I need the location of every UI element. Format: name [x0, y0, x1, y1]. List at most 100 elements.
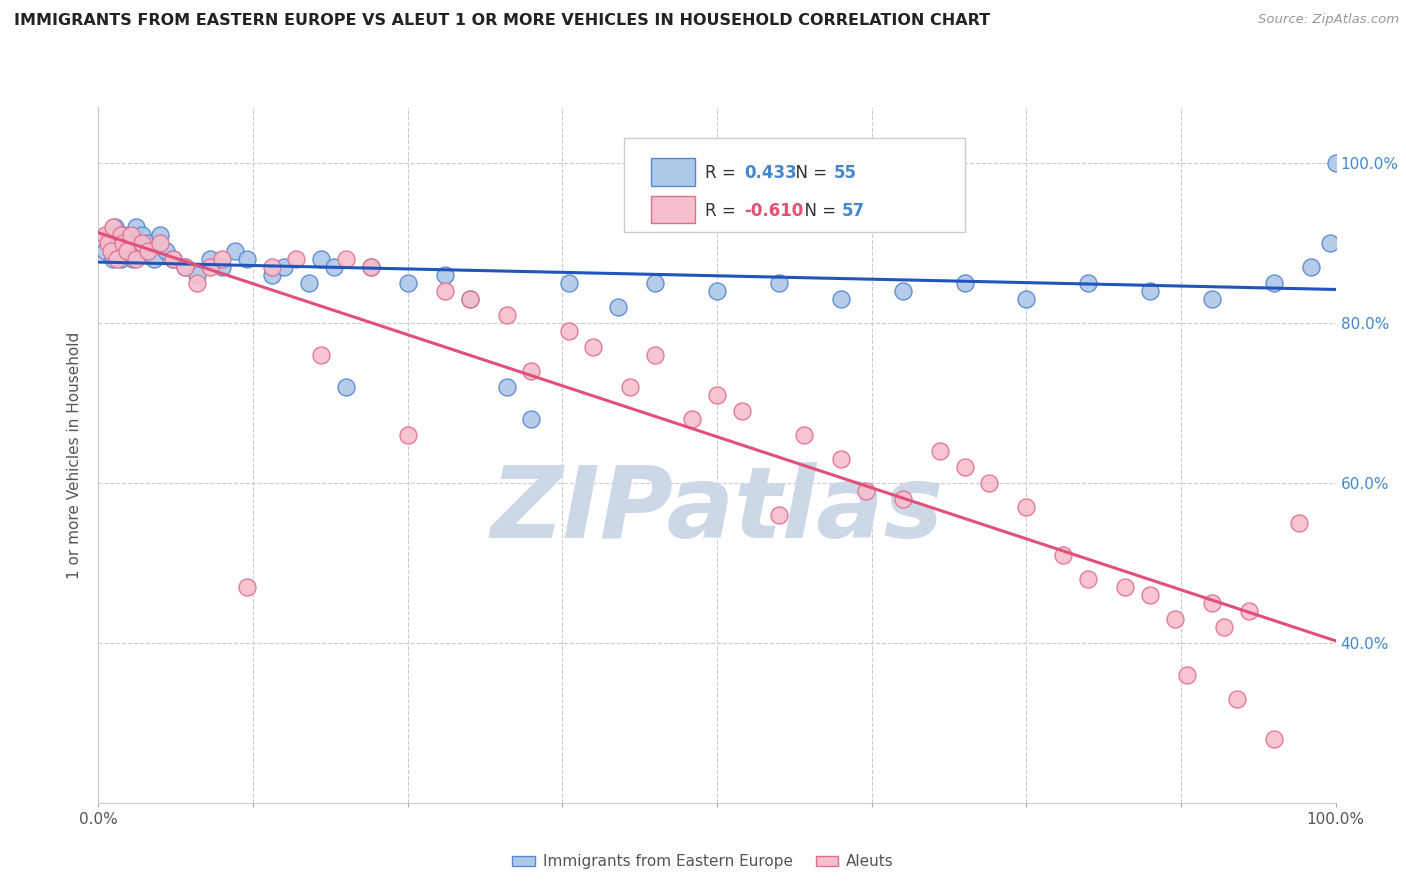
Text: 55: 55 [834, 164, 856, 182]
Point [97, 235, 120, 250]
Point [433, 268, 456, 282]
Point [108, 235, 131, 250]
Point [134, 244, 156, 258]
Point [768, 276, 790, 290]
Text: Source: ZipAtlas.com: Source: ZipAtlas.com [1258, 13, 1399, 27]
Point [768, 508, 790, 522]
Point [198, 252, 221, 266]
Point [127, 235, 149, 250]
Point [928, 444, 950, 458]
Point [149, 235, 172, 250]
Point [118, 235, 141, 250]
Point [360, 260, 382, 274]
Point [103, 219, 125, 234]
Point [224, 244, 246, 258]
Point [433, 284, 456, 298]
Point [1213, 620, 1236, 634]
Point [830, 451, 852, 466]
Point [211, 260, 233, 274]
Point [793, 428, 815, 442]
Point [97, 227, 120, 242]
Point [396, 276, 419, 290]
Text: -0.610: -0.610 [744, 202, 804, 220]
Point [1164, 612, 1187, 626]
FancyBboxPatch shape [651, 195, 695, 223]
Point [100, 235, 122, 250]
Point [309, 252, 332, 266]
Point [1324, 156, 1347, 170]
Point [335, 380, 357, 394]
Text: 0.433: 0.433 [744, 164, 797, 182]
Point [122, 252, 145, 266]
Point [979, 475, 1001, 490]
Point [309, 348, 332, 362]
Point [1139, 588, 1161, 602]
Point [953, 459, 976, 474]
Point [1114, 580, 1136, 594]
Point [396, 428, 419, 442]
Point [520, 364, 543, 378]
Point [1015, 292, 1038, 306]
Point [495, 308, 517, 322]
Point [1052, 548, 1074, 562]
Point [186, 276, 208, 290]
Point [1263, 731, 1285, 746]
Point [236, 580, 259, 594]
Point [155, 244, 177, 258]
Point [1237, 604, 1260, 618]
Point [1077, 276, 1099, 290]
Point [93, 244, 115, 258]
Point [124, 252, 146, 266]
Text: R =: R = [704, 164, 741, 182]
Point [162, 252, 184, 266]
Point [1201, 292, 1223, 306]
Point [298, 276, 321, 290]
Point [891, 284, 914, 298]
Point [198, 260, 221, 274]
Point [706, 284, 728, 298]
Point [162, 252, 184, 266]
Point [1077, 572, 1099, 586]
Point [260, 260, 283, 274]
Point [120, 227, 142, 242]
Point [335, 252, 357, 266]
Point [103, 252, 125, 266]
Point [495, 380, 517, 394]
Point [855, 483, 877, 498]
Point [100, 244, 122, 258]
Point [105, 227, 128, 242]
FancyBboxPatch shape [624, 138, 965, 232]
Point [830, 292, 852, 306]
Point [131, 227, 153, 242]
Legend: Immigrants from Eastern Europe, Aleuts: Immigrants from Eastern Europe, Aleuts [506, 848, 900, 875]
Point [644, 276, 666, 290]
Point [110, 252, 132, 266]
Point [1139, 284, 1161, 298]
Text: ZIPatlas: ZIPatlas [491, 462, 943, 559]
Point [236, 252, 259, 266]
Point [103, 219, 125, 234]
Point [186, 268, 208, 282]
Point [681, 412, 703, 426]
Point [131, 235, 153, 250]
Y-axis label: 1 or more Vehicles in Household: 1 or more Vehicles in Household [67, 331, 83, 579]
Point [285, 252, 308, 266]
Point [93, 227, 115, 242]
Point [619, 380, 641, 394]
Point [1015, 500, 1038, 514]
Point [607, 300, 630, 314]
Point [136, 235, 159, 250]
Point [260, 268, 283, 282]
Point [458, 292, 481, 306]
Point [1263, 276, 1285, 290]
Point [124, 219, 146, 234]
Point [114, 244, 136, 258]
Point [520, 412, 543, 426]
FancyBboxPatch shape [651, 158, 695, 186]
Point [273, 260, 295, 274]
Point [706, 388, 728, 402]
Point [322, 260, 344, 274]
Point [110, 227, 132, 242]
Point [644, 348, 666, 362]
Text: 57: 57 [842, 202, 865, 220]
